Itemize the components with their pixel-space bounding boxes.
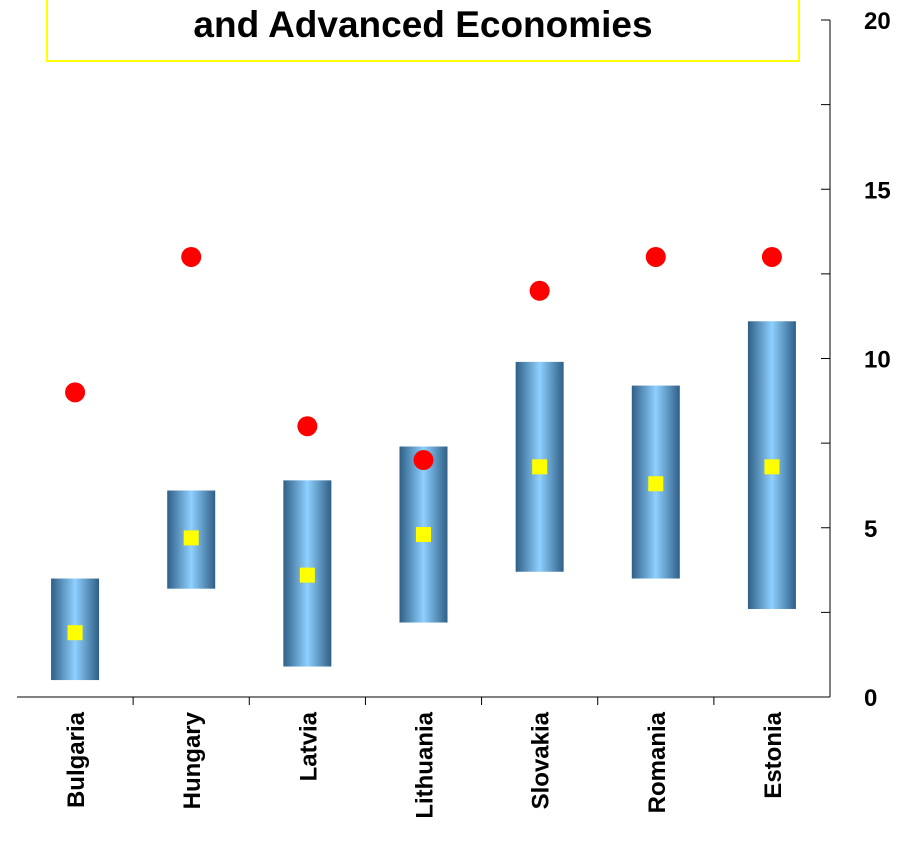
category-label-slovakia: Slovakia <box>528 711 555 809</box>
y-tick-label: 5 <box>864 516 877 543</box>
square-marker-slovakia <box>532 459 548 475</box>
labels-group: 0 5 10 15 20 Bulgaria Hungary Latvia Lithuania Sl… <box>63 8 891 819</box>
category-label-lithuania: Lithuania <box>412 711 439 818</box>
category-label-bulgaria: Bulgaria <box>63 711 90 808</box>
category-label-hungary: Hungary <box>179 711 206 809</box>
circle-marker-romania <box>645 246 666 267</box>
category-label-romania: Romania <box>644 711 671 813</box>
axes-group <box>17 19 831 705</box>
square-marker-estonia <box>764 459 780 475</box>
y-tick-label: 0 <box>864 685 877 712</box>
category-label-estonia: Estonia <box>760 711 787 798</box>
circle-marker-latvia <box>297 416 318 437</box>
circle-marker-lithuania <box>413 450 434 471</box>
y-tick-label: 10 <box>864 347 891 374</box>
chart-title-box: and Advanced Economies <box>46 0 800 62</box>
y-tick-label: 15 <box>864 177 891 204</box>
circle-marker-slovakia <box>529 280 550 301</box>
chart-title: and Advanced Economies <box>193 4 653 45</box>
markers-group <box>65 246 782 641</box>
square-marker-bulgaria <box>67 625 83 641</box>
circle-marker-bulgaria <box>65 382 86 403</box>
circle-marker-estonia <box>761 246 782 267</box>
category-label-latvia: Latvia <box>295 711 322 781</box>
bars-group <box>51 321 796 681</box>
square-marker-latvia <box>299 567 315 583</box>
circle-marker-hungary <box>181 246 202 267</box>
square-marker-hungary <box>183 530 199 546</box>
square-marker-lithuania <box>416 527 431 543</box>
y-tick-label: 20 <box>864 8 891 35</box>
square-marker-romania <box>648 476 664 492</box>
